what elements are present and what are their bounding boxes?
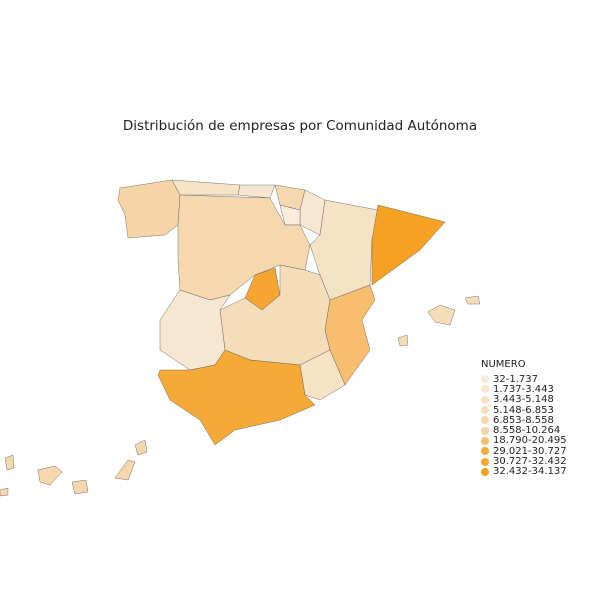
region-valencia[interactable] xyxy=(324,284,376,386)
region-baleares[interactable] xyxy=(427,304,456,326)
legend-swatch xyxy=(481,385,489,394)
legend: NUMERO 32-1.737 1.737-3.443 3.443-5.148 5.1… xyxy=(481,359,567,477)
legend-item[interactable]: 32-1.737 xyxy=(481,373,567,385)
legend-swatch xyxy=(481,467,489,476)
region-canarias[interactable] xyxy=(0,487,9,497)
legend-swatch xyxy=(481,375,489,384)
region-baleares[interactable] xyxy=(397,334,409,347)
legend-label: 8.558-10.264 xyxy=(493,425,561,437)
legend-label: 29.021-30.727 xyxy=(493,445,567,457)
legend-label: 30.727-32.432 xyxy=(493,456,567,468)
legend-label: 1.737-3.443 xyxy=(493,383,554,395)
region-asturias[interactable] xyxy=(171,179,241,196)
legend-item[interactable]: 1.737-3.443 xyxy=(481,383,567,395)
region-navarra[interactable] xyxy=(299,189,326,236)
region-pais-vasco[interactable] xyxy=(274,184,306,211)
region-canarias[interactable] xyxy=(37,465,63,486)
legend-label: 32-1.737 xyxy=(493,373,538,385)
legend-title: NUMERO xyxy=(481,359,526,370)
legend-swatch xyxy=(481,395,489,404)
legend-swatch xyxy=(481,436,489,445)
legend-label: 6.853-8.558 xyxy=(493,414,554,426)
legend-label: 32.432-34.137 xyxy=(493,466,567,478)
region-galicia[interactable] xyxy=(117,179,181,239)
legend-item[interactable]: 18.790-20.495 xyxy=(481,435,567,447)
legend-swatch xyxy=(481,457,489,466)
legend-label: 3.443-5.148 xyxy=(493,394,554,406)
legend-item[interactable]: 5.148-6.853 xyxy=(481,404,567,416)
legend-item[interactable]: 8.558-10.264 xyxy=(481,425,567,437)
legend-item[interactable]: 30.727-32.432 xyxy=(481,456,567,468)
legend-item[interactable]: 29.021-30.727 xyxy=(481,445,567,457)
region-canarias[interactable] xyxy=(4,454,15,471)
region-canarias[interactable] xyxy=(134,439,148,456)
legend-label: 5.148-6.853 xyxy=(493,404,554,416)
region-canarias[interactable] xyxy=(114,459,136,481)
region-andalucia[interactable] xyxy=(157,349,316,446)
legend-item[interactable]: 6.853-8.558 xyxy=(481,414,567,426)
legend-swatch xyxy=(481,447,489,456)
region-cantabria[interactable] xyxy=(237,184,276,199)
legend-swatch xyxy=(481,406,489,415)
legend-swatch xyxy=(481,416,489,425)
map-title: Distribución de empresas por Comunidad A… xyxy=(122,118,478,134)
legend-label: 18.790-20.495 xyxy=(493,435,567,447)
legend-item[interactable]: 3.443-5.148 xyxy=(481,394,567,406)
region-castilla-y-leon[interactable] xyxy=(177,194,311,301)
legend-swatch xyxy=(481,426,489,435)
legend-item[interactable]: 32.432-34.137 xyxy=(481,466,567,478)
region-cataluna[interactable] xyxy=(371,204,446,286)
region-canarias[interactable] xyxy=(71,479,89,495)
region-baleares[interactable] xyxy=(464,295,481,305)
